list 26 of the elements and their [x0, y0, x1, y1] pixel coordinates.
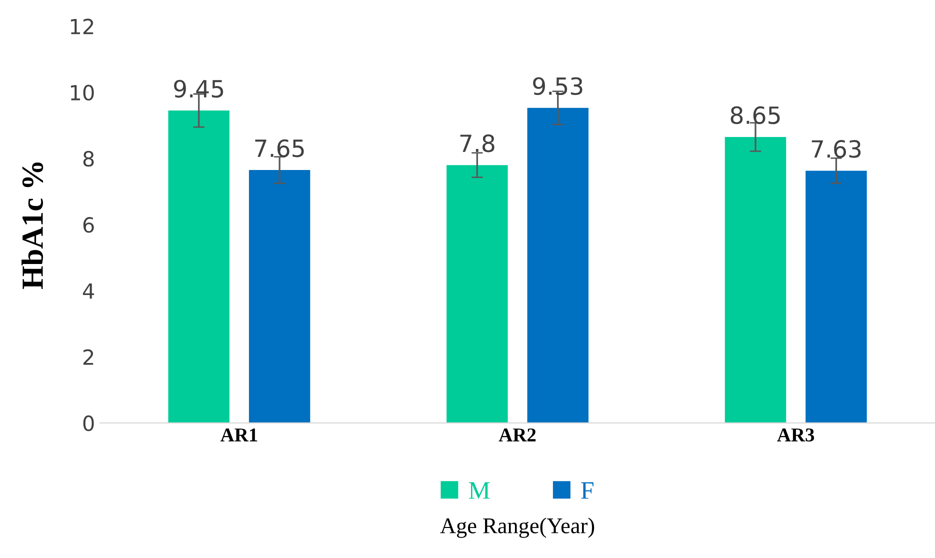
- x-tick-label: AR3: [777, 428, 814, 442]
- bar: [248, 170, 310, 423]
- y-tick-label: 2: [83, 349, 94, 365]
- bar: [527, 108, 588, 423]
- data-label: 7.63: [812, 140, 861, 158]
- y-tick-label: 10: [70, 84, 94, 101]
- x-tick-label: AR1: [220, 428, 258, 442]
- legend-label: F: [581, 482, 594, 499]
- y-tick-label: 6: [83, 217, 94, 233]
- y-tick-label: 12: [70, 18, 94, 34]
- x-tick-label: AR2: [498, 428, 536, 442]
- x-axis-title: Age Range(Year): [440, 518, 594, 538]
- data-label: 9.45: [174, 80, 224, 98]
- bar: [446, 165, 508, 423]
- data-label: 7.8: [460, 134, 494, 152]
- bar: [724, 136, 786, 423]
- y-tick-label: 8: [83, 150, 94, 167]
- y-tick-label: 0: [83, 415, 94, 432]
- y-tick-label: 4: [82, 283, 94, 299]
- data-label: 7.65: [255, 139, 304, 158]
- bar: [806, 170, 867, 423]
- legend-label: M: [468, 482, 490, 499]
- y-axis-title: HbA1c %: [22, 162, 44, 290]
- data-label: 8.65: [730, 106, 780, 124]
- data-label: 9.53: [533, 77, 582, 96]
- bar: [168, 110, 230, 423]
